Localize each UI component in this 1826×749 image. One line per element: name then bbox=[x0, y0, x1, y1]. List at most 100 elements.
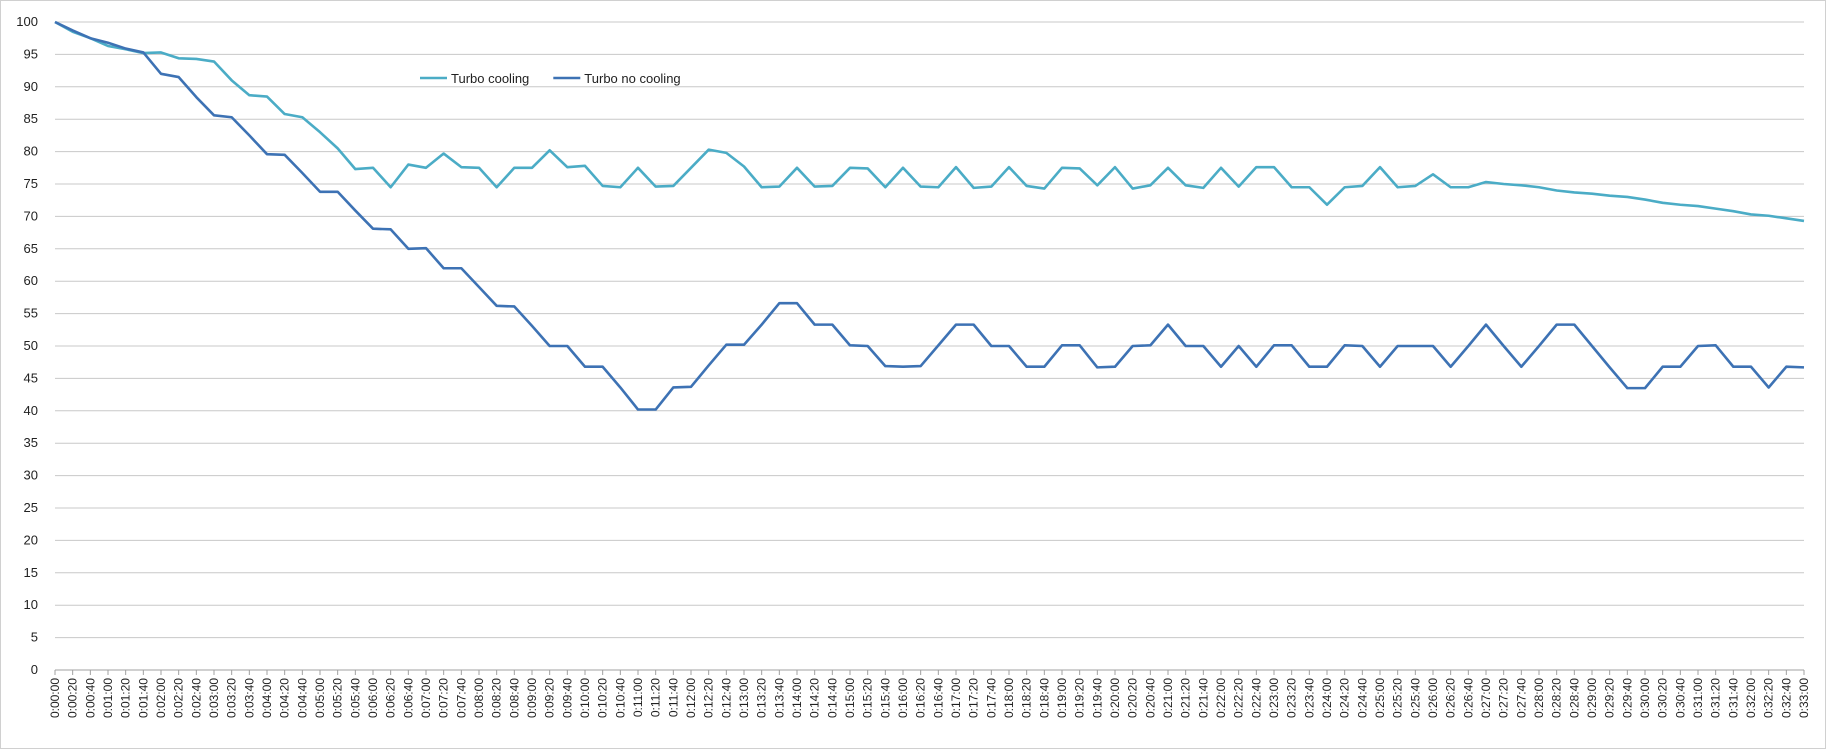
x-tick-label: 0:28:00 bbox=[1532, 678, 1546, 718]
y-tick-label: 5 bbox=[31, 630, 38, 645]
y-tick-label: 15 bbox=[24, 565, 38, 580]
x-tick-label: 0:31:40 bbox=[1726, 678, 1740, 718]
x-tick-label: 0:14:40 bbox=[825, 678, 839, 718]
x-tick-label: 0:25:20 bbox=[1391, 678, 1405, 718]
x-tick-label: 0:09:40 bbox=[560, 678, 574, 718]
x-tick-label: 0:01:20 bbox=[119, 678, 133, 718]
x-tick-label: 0:22:20 bbox=[1232, 678, 1246, 718]
y-tick-label: 90 bbox=[24, 79, 38, 94]
y-tick-label: 20 bbox=[24, 532, 38, 547]
x-tick-label: 0:29:40 bbox=[1620, 678, 1634, 718]
x-tick-label: 0:02:40 bbox=[189, 678, 203, 718]
x-tick-label: 0:18:20 bbox=[1020, 678, 1034, 718]
x-tick-label: 0:15:40 bbox=[878, 678, 892, 718]
x-tick-label: 0:04:00 bbox=[260, 678, 274, 718]
x-tick-label: 0:15:00 bbox=[843, 678, 857, 718]
x-tick-label: 0:07:40 bbox=[454, 678, 468, 718]
x-tick-label: 0:13:40 bbox=[772, 678, 786, 718]
x-tick-label: 0:24:40 bbox=[1355, 678, 1369, 718]
x-tick-label: 0:00:20 bbox=[66, 678, 80, 718]
y-tick-label: 50 bbox=[24, 338, 38, 353]
x-tick-label: 0:31:20 bbox=[1709, 678, 1723, 718]
x-tick-label: 0:03:00 bbox=[207, 678, 221, 718]
x-tick-label: 0:18:00 bbox=[1002, 678, 1016, 718]
y-tick-label: 75 bbox=[24, 176, 38, 191]
x-tick-label: 0:11:40 bbox=[666, 678, 680, 717]
x-tick-label: 0:25:00 bbox=[1373, 678, 1387, 718]
y-tick-label: 80 bbox=[24, 144, 38, 159]
x-tick-label: 0:25:40 bbox=[1408, 678, 1422, 718]
x-tick-label: 0:02:00 bbox=[154, 678, 168, 718]
x-tick-label: 0:30:20 bbox=[1656, 678, 1670, 718]
x-tick-label: 0:06:20 bbox=[384, 678, 398, 718]
x-tick-label: 0:30:00 bbox=[1638, 678, 1652, 718]
x-tick-label: 0:19:20 bbox=[1073, 678, 1087, 718]
x-tick-label: 0:08:40 bbox=[507, 678, 521, 718]
y-tick-label: 95 bbox=[24, 46, 38, 61]
x-tick-label: 0:05:00 bbox=[313, 678, 327, 718]
x-tick-label: 0:21:40 bbox=[1196, 678, 1210, 718]
y-tick-label: 65 bbox=[24, 241, 38, 256]
x-tick-label: 0:10:20 bbox=[596, 678, 610, 718]
x-tick-label: 0:22:00 bbox=[1214, 678, 1228, 718]
x-tick-label: 0:19:40 bbox=[1090, 678, 1104, 718]
y-tick-label: 40 bbox=[24, 403, 38, 418]
x-tick-label: 0:21:20 bbox=[1179, 678, 1193, 718]
x-tick-label: 0:14:00 bbox=[790, 678, 804, 718]
x-tick-label: 0:07:20 bbox=[437, 678, 451, 718]
legend-label: Turbo cooling bbox=[451, 71, 529, 86]
x-tick-label: 0:15:20 bbox=[861, 678, 875, 718]
y-tick-label: 55 bbox=[24, 306, 38, 321]
x-tick-label: 0:16:20 bbox=[914, 678, 928, 718]
x-tick-label: 0:32:00 bbox=[1744, 678, 1758, 718]
x-tick-label: 0:13:00 bbox=[737, 678, 751, 718]
x-tick-label: 0:01:40 bbox=[136, 678, 150, 718]
y-tick-label: 0 bbox=[31, 662, 38, 677]
y-tick-label: 35 bbox=[24, 435, 38, 450]
x-tick-label: 0:32:20 bbox=[1762, 678, 1776, 718]
x-tick-label: 0:27:00 bbox=[1479, 678, 1493, 718]
x-tick-label: 0:26:00 bbox=[1426, 678, 1440, 718]
x-tick-label: 0:20:40 bbox=[1143, 678, 1157, 718]
x-tick-label: 0:08:20 bbox=[490, 678, 504, 718]
x-tick-label: 0:07:00 bbox=[419, 678, 433, 718]
x-tick-label: 0:18:40 bbox=[1037, 678, 1051, 718]
x-tick-label: 0:31:00 bbox=[1691, 678, 1705, 718]
x-tick-label: 0:29:20 bbox=[1603, 678, 1617, 718]
x-tick-label: 0:09:20 bbox=[543, 678, 557, 718]
x-tick-label: 0:05:40 bbox=[348, 678, 362, 718]
x-tick-label: 0:12:00 bbox=[684, 678, 698, 718]
y-tick-label: 25 bbox=[24, 500, 38, 515]
x-tick-label: 0:04:40 bbox=[295, 678, 309, 718]
x-tick-label: 0:11:00 bbox=[631, 678, 645, 717]
x-tick-label: 0:11:20 bbox=[649, 678, 663, 717]
y-tick-label: 30 bbox=[24, 468, 38, 483]
y-tick-label: 10 bbox=[24, 597, 38, 612]
x-tick-label: 0:33:00 bbox=[1797, 678, 1811, 718]
x-tick-label: 0:09:00 bbox=[525, 678, 539, 718]
x-tick-label: 0:22:40 bbox=[1249, 678, 1263, 718]
x-tick-label: 0:12:20 bbox=[702, 678, 716, 718]
x-tick-label: 0:00:00 bbox=[48, 678, 62, 718]
x-tick-label: 0:24:00 bbox=[1320, 678, 1334, 718]
x-tick-label: 0:00:40 bbox=[83, 678, 97, 718]
x-tick-label: 0:27:40 bbox=[1514, 678, 1528, 718]
x-tick-label: 0:32:40 bbox=[1779, 678, 1793, 718]
x-tick-label: 0:06:40 bbox=[401, 678, 415, 718]
x-tick-label: 0:26:20 bbox=[1444, 678, 1458, 718]
x-tick-label: 0:06:00 bbox=[366, 678, 380, 718]
x-tick-label: 0:24:20 bbox=[1338, 678, 1352, 718]
x-tick-label: 0:28:20 bbox=[1550, 678, 1564, 718]
series-line bbox=[54, 20, 1805, 223]
x-tick-label: 0:28:40 bbox=[1567, 678, 1581, 718]
x-tick-label: 0:04:20 bbox=[278, 678, 292, 718]
x-tick-label: 0:17:00 bbox=[949, 678, 963, 718]
x-tick-label: 0:01:00 bbox=[101, 678, 115, 718]
x-tick-label: 0:21:00 bbox=[1161, 678, 1175, 718]
x-tick-label: 0:26:40 bbox=[1461, 678, 1475, 718]
x-tick-label: 0:16:40 bbox=[931, 678, 945, 718]
y-tick-label: 100 bbox=[16, 14, 38, 29]
x-tick-label: 0:02:20 bbox=[172, 678, 186, 718]
x-tick-label: 0:23:20 bbox=[1285, 678, 1299, 718]
